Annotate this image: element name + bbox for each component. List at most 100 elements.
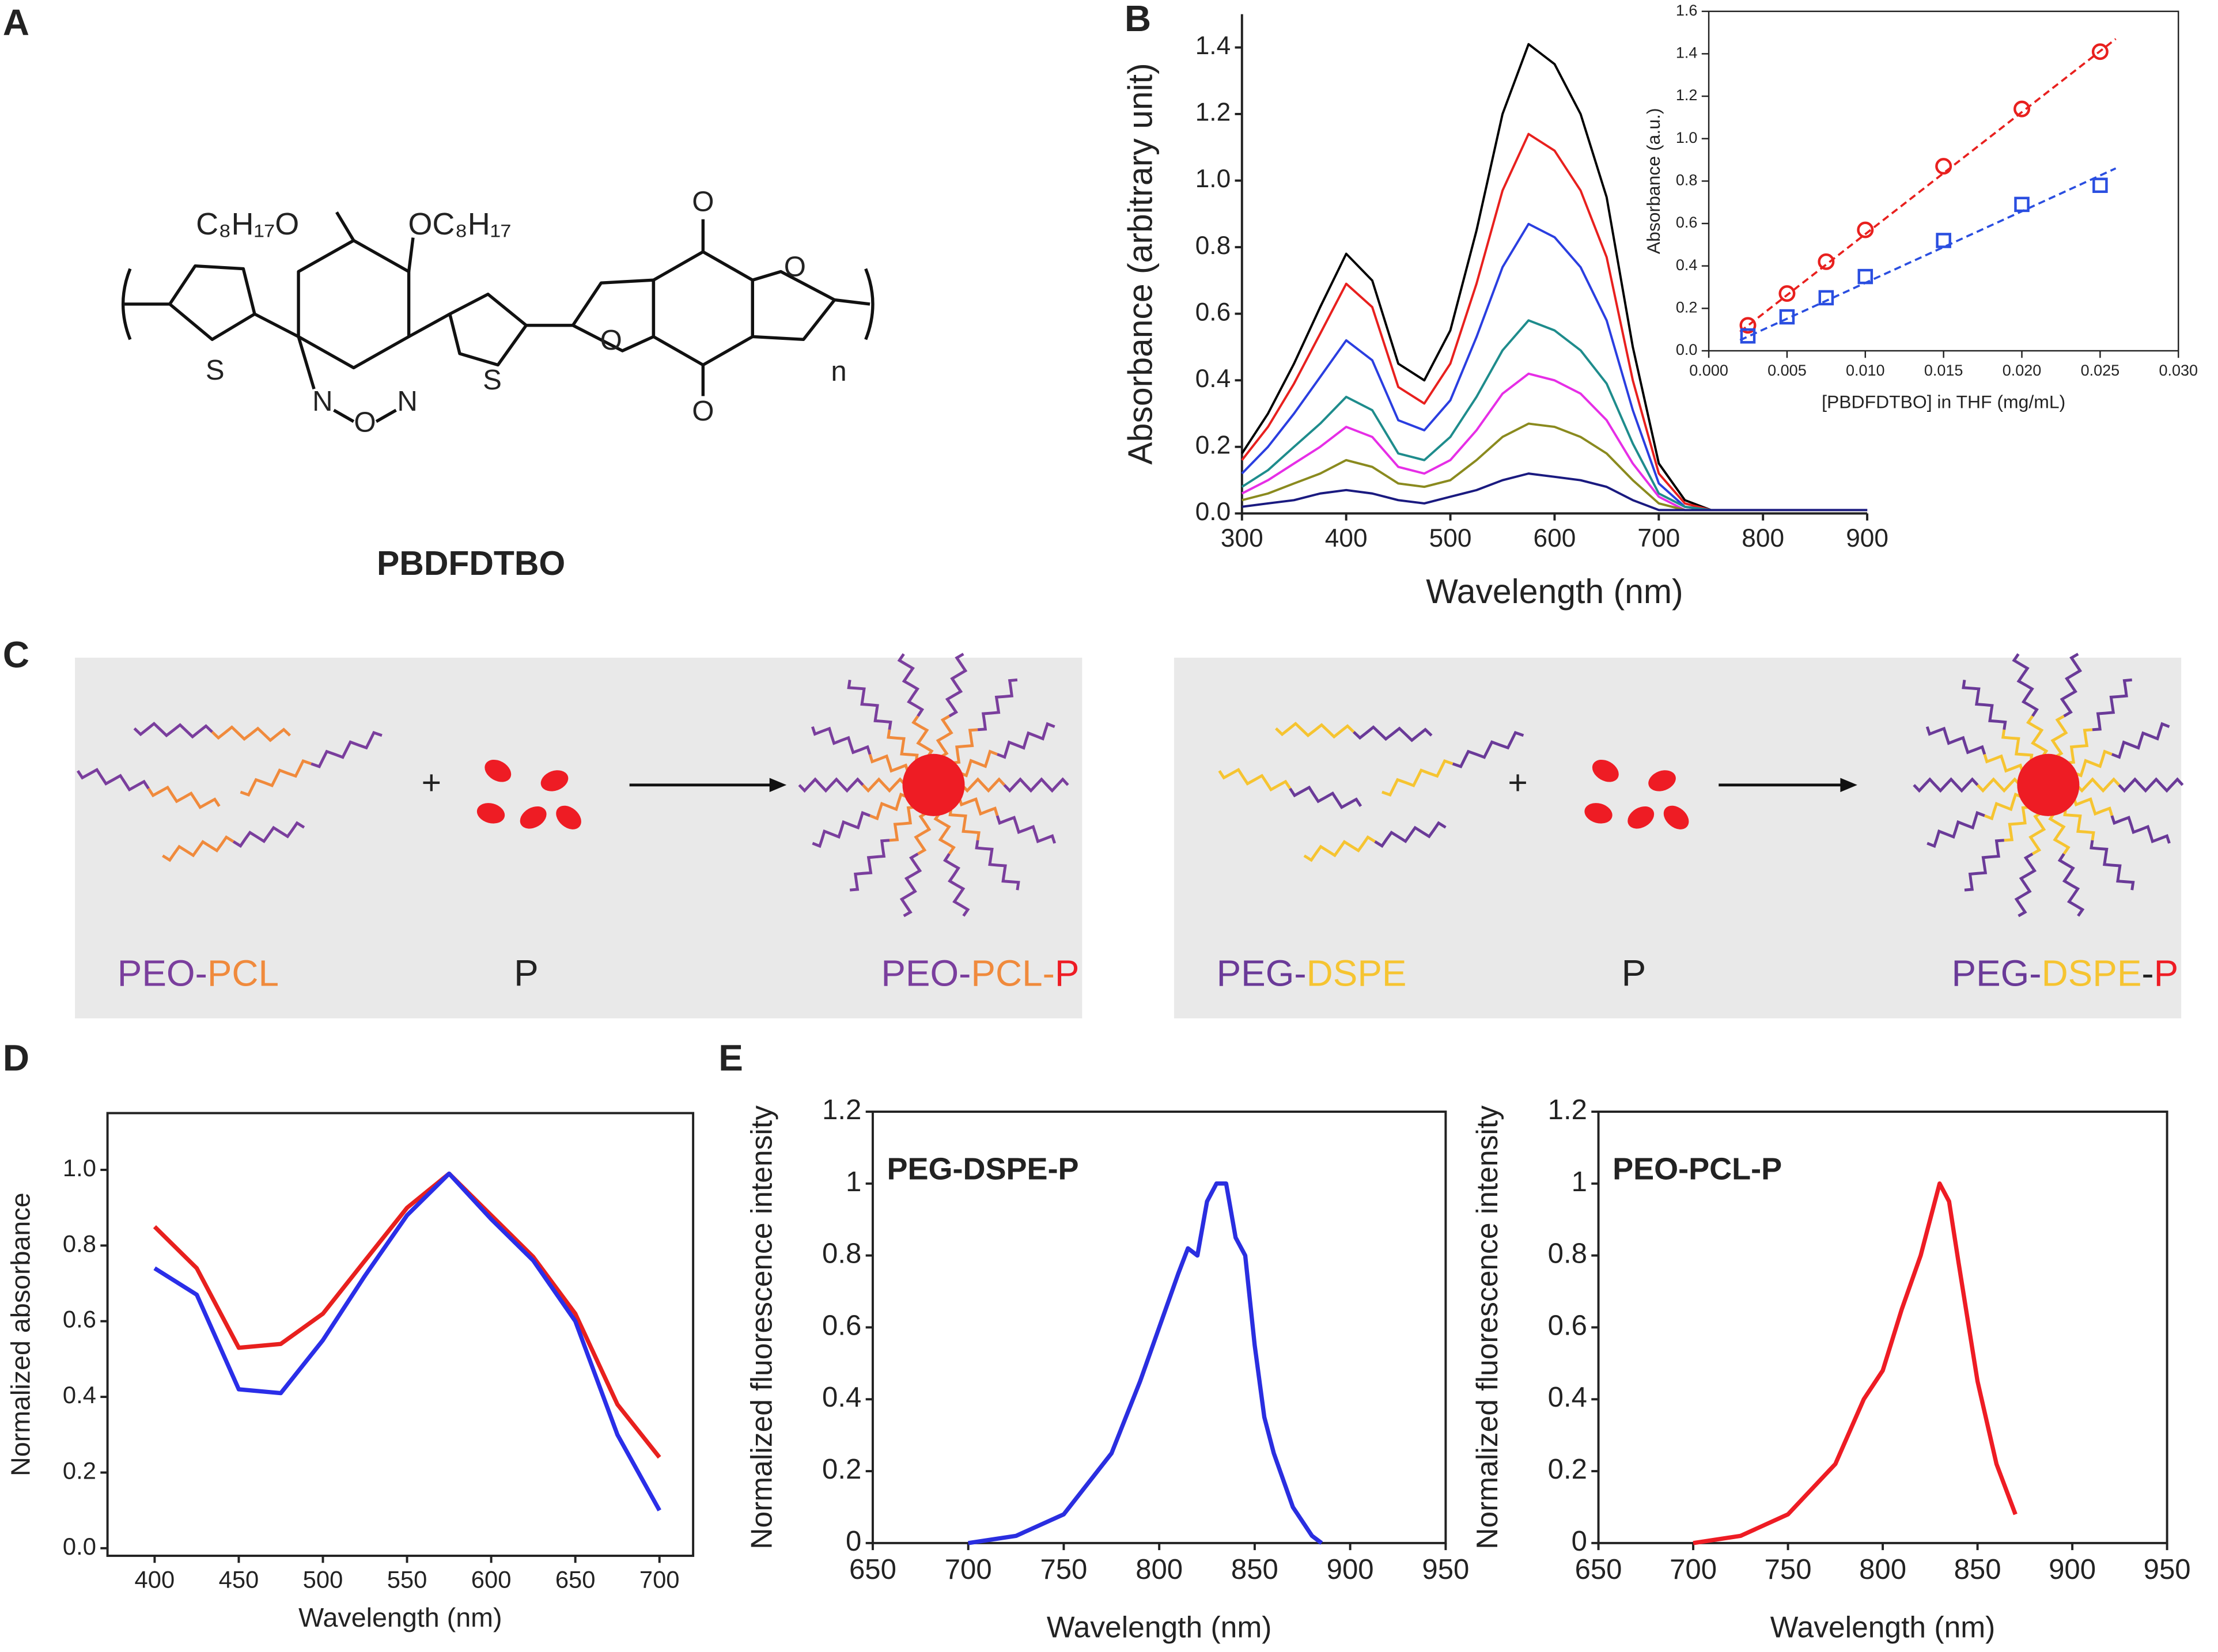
y-tick-label: 0.4 [822,1382,861,1413]
polymer-chain [2118,777,2184,793]
label-part: - [2141,952,2153,994]
polymer-chain [943,853,970,917]
arrowhead [1840,778,1857,793]
polymer-chain [1003,777,1069,793]
y-axis-label: Normalized fluorescence intensity [745,1105,778,1549]
x-axis-label: Wavelength (nm) [298,1602,502,1632]
x-tick-label: 800 [1742,524,1784,552]
cargo-dot [1584,803,1613,824]
x-tick-label: 950 [1422,1554,1469,1585]
label-part: DSPE [2042,952,2142,994]
x-tick-label: 650 [1575,1554,1622,1585]
atom-label: O [784,252,806,283]
label-part: PEO [881,952,959,994]
bond [834,298,870,306]
polymer-chain [899,852,922,918]
cargo-dot [476,803,505,824]
polymer-chain [2065,728,2093,764]
furan-ring [751,270,837,342]
polymer-chain [887,729,919,763]
polymer-chain [869,793,909,821]
y-tick-label: 1.2 [1676,86,1698,104]
y-tick-label: 1.4 [1195,32,1231,60]
marker [1857,221,1874,238]
polymer-chain [1275,721,1355,739]
y-tick-label: 0.0 [63,1533,96,1560]
data-line [1242,472,1868,511]
data-line [1241,43,1868,511]
polymer-chain [957,797,999,816]
polymer-chain [975,840,1020,891]
polymer-chain [1984,793,2024,821]
polymer-chain [1218,768,1292,792]
atom-label: O [692,187,714,218]
atom-label: S [483,365,502,396]
cargo-dot [1648,770,1676,791]
polymer-chain [948,806,981,841]
polymer-chain [960,777,1006,793]
cargo-label: P [1622,952,1647,994]
polymer-chain [76,768,150,792]
polymer-chain [996,815,1057,844]
polymer-chain [211,725,292,742]
y-tick-label: 1.4 [1676,44,1698,61]
x-tick-label: 700 [945,1554,992,1585]
scheme-label: PEO-PCL-P [881,952,1079,994]
polymer-chain [889,805,917,842]
y-tick-label: 1.0 [1676,129,1698,146]
x-tick-label: 600 [1534,524,1576,552]
plus-sign: + [1508,764,1527,801]
y-tick-label: 0.8 [63,1230,96,1257]
x-tick-label: 300 [1221,524,1263,552]
data-line [153,1171,661,1511]
atom-label: n [831,356,846,387]
x-tick-label: 550 [387,1566,427,1593]
label-part: - [2029,952,2041,994]
y-tick-label: 1.0 [63,1154,96,1181]
y-tick-label: 0.2 [1676,298,1698,316]
y-tick-label: 0.6 [1548,1310,1587,1341]
y-tick-label: 0.4 [63,1381,96,1408]
y-tick-label: 0.4 [1676,256,1698,274]
label-part: - [195,952,207,994]
x-tick-label: 0.010 [1846,362,1885,379]
y-tick-label: 0.6 [63,1306,96,1333]
y-tick-label: 0.4 [1548,1382,1587,1413]
arrowhead [769,778,787,793]
scheme-label: PEO-PCL [118,952,279,994]
bond [375,408,397,423]
polymer-chain [1925,726,1986,755]
cargo-dot [1627,806,1655,829]
y-tick-label: 0.4 [1195,365,1231,393]
x-tick-label: 900 [2049,1554,2096,1585]
polymer-chain [951,728,978,764]
polymer-chain [945,653,968,718]
polymer-chain [1303,835,1376,862]
y-tick-label: 0.6 [822,1310,861,1341]
scheme-background [75,657,1082,1018]
y-tick-label: 0 [846,1526,861,1557]
micelle-core [902,753,965,816]
label-part: DSPE [1307,952,1407,994]
marker [2092,177,2108,193]
cargo-dot [1592,759,1619,782]
scheme-label: PEG-DSPE [1217,952,1407,994]
x-tick-label: 750 [1765,1554,1812,1585]
polymer-chain [2001,729,2034,763]
atom-label: O [692,396,714,427]
atom-label: O [354,407,376,438]
atom-label: OC₈H₁₇ [408,207,511,241]
x-axis-label: Wavelength (nm) [1047,1610,1272,1643]
y-tick-label: 0.6 [1676,214,1698,231]
data-line [1693,1181,2018,1545]
polymer-chain [2073,749,2113,778]
y-tick-label: 0.0 [1195,498,1231,526]
y-axis-label: Absorbance (a.u.) [1643,108,1664,255]
thiophene-ring [168,264,256,342]
y-tick-label: 0.2 [822,1454,861,1485]
bond [407,237,415,272]
annotation: PEG-DSPE-P [887,1151,1079,1186]
x-tick-label: 950 [2144,1554,2191,1585]
x-tick-label: 500 [303,1566,343,1593]
